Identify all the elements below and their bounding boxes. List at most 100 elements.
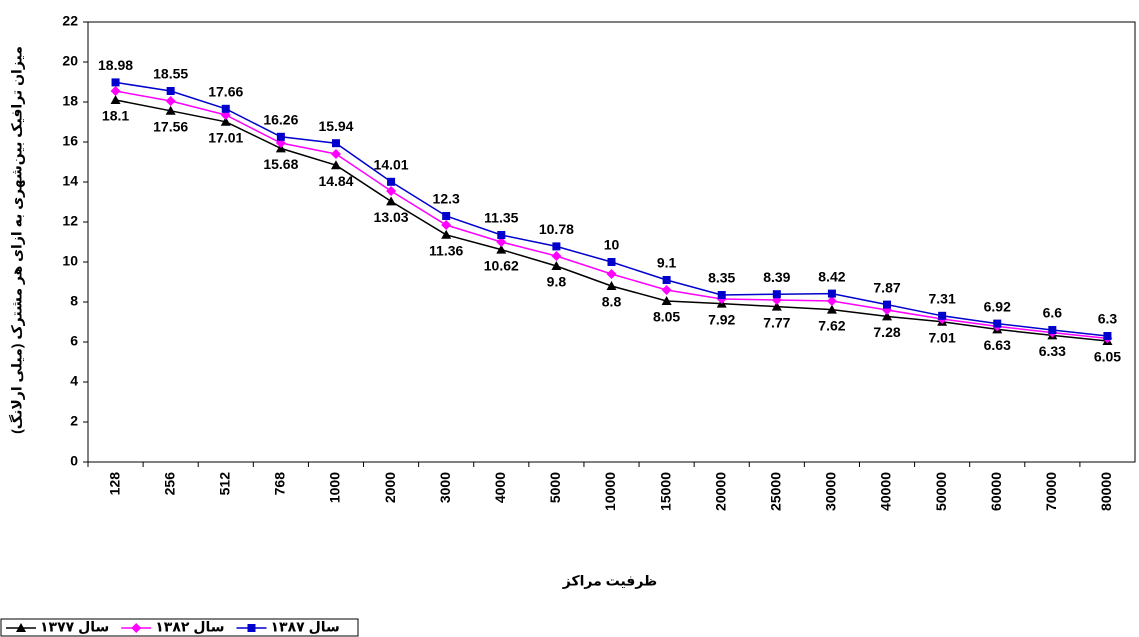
marker (717, 291, 726, 299)
marker (330, 160, 341, 170)
y-tick-label: 16 (62, 133, 78, 149)
marker (938, 311, 947, 320)
data-label: 7.01 (929, 330, 956, 346)
marker (441, 220, 452, 230)
x-tick-label: 30000 (823, 472, 839, 511)
data-label: 18.1 (102, 108, 129, 124)
data-label: 15.94 (318, 118, 353, 134)
marker (661, 296, 672, 305)
marker (386, 186, 397, 196)
x-tick-label: 70000 (1043, 472, 1059, 511)
marker (772, 290, 781, 299)
data-label: 6.3 (1098, 311, 1118, 327)
data-label: 7.77 (763, 314, 790, 330)
y-tick-label: 22 (62, 13, 78, 29)
marker (497, 231, 506, 239)
data-label: 6.63 (984, 337, 1011, 353)
data-label: 7.62 (818, 317, 845, 333)
marker (165, 105, 176, 115)
x-tick-label: 15000 (657, 472, 673, 511)
x-tick-label: 80000 (1098, 472, 1114, 511)
marker (387, 177, 396, 186)
marker (661, 285, 672, 295)
data-label: 6.05 (1094, 349, 1121, 365)
y-tick-label: 8 (70, 293, 78, 309)
marker (883, 300, 892, 309)
x-tick-label: 4000 (492, 472, 508, 503)
data-label: 18.55 (153, 66, 188, 82)
x-tick-label: 512 (216, 472, 232, 496)
y-tick-label: 14 (62, 173, 78, 189)
x-tick-label: 60000 (988, 472, 1004, 511)
data-label: 17.56 (153, 119, 188, 135)
marker (247, 624, 256, 632)
x-tick-label: 5000 (547, 472, 563, 503)
marker (496, 244, 507, 254)
x-tick-label: 2000 (382, 472, 398, 503)
data-label: 15.68 (263, 156, 298, 172)
y-tick-label: 12 (62, 213, 78, 229)
data-label: 12.3 (433, 191, 460, 207)
x-tick-label: 1000 (327, 472, 343, 503)
marker (386, 196, 397, 206)
data-label: 9.1 (657, 255, 677, 271)
legend (0, 618, 359, 637)
x-tick-label: 50000 (933, 472, 949, 511)
x-tick-label: 25000 (768, 472, 784, 511)
marker (111, 78, 120, 87)
data-label: 6.6 (1043, 305, 1063, 321)
marker (606, 281, 617, 290)
data-label: 16.26 (263, 112, 298, 128)
data-label: 8.8 (602, 294, 622, 310)
data-label: 7.87 (873, 279, 900, 295)
marker (607, 258, 616, 266)
marker (827, 289, 836, 298)
marker (496, 237, 507, 247)
x-axis-label: ظرفیت مراکز (562, 573, 658, 590)
marker (993, 319, 1002, 328)
marker (662, 276, 671, 284)
data-label: 8.35 (708, 270, 735, 286)
plot-area (87, 21, 1136, 463)
marker (220, 116, 231, 126)
data-label: 7.28 (873, 324, 900, 340)
data-label: 7.31 (929, 291, 956, 307)
marker (110, 86, 121, 96)
data-label: 8.05 (653, 309, 680, 325)
data-label: 8.42 (818, 268, 845, 284)
marker (110, 95, 121, 104)
x-tick-label: 20000 (712, 472, 728, 511)
legend-label: سال ۱۳۸۷ (271, 619, 340, 635)
y-tick-label: 4 (70, 373, 78, 389)
y-tick-label: 10 (62, 253, 78, 269)
marker (441, 229, 452, 239)
marker (221, 104, 230, 113)
marker (16, 623, 26, 632)
x-tick-label: 128 (106, 472, 122, 496)
data-label: 10.62 (484, 257, 519, 273)
marker (330, 149, 341, 159)
x-tick-label: 3000 (437, 472, 453, 503)
marker (131, 623, 142, 633)
data-label: 9.8 (547, 274, 567, 290)
data-label: 13.03 (374, 209, 409, 225)
y-tick-label: 0 (70, 453, 78, 469)
data-label: 10.78 (539, 221, 574, 237)
data-label: 17.01 (208, 130, 243, 146)
data-label: 17.66 (208, 84, 243, 100)
marker (1048, 326, 1057, 334)
marker (606, 269, 617, 279)
data-label: 6.33 (1039, 343, 1066, 359)
y-tick-label: 6 (70, 333, 78, 349)
marker (1103, 332, 1112, 340)
data-label: 14.01 (374, 157, 409, 173)
marker (826, 304, 837, 314)
x-tick-label: 768 (272, 472, 288, 496)
marker (771, 301, 782, 311)
marker (166, 87, 175, 95)
marker (276, 132, 285, 141)
legend-label: سال ۱۳۷۷ (40, 619, 109, 635)
marker (551, 251, 562, 261)
data-label: 6.92 (984, 298, 1011, 314)
